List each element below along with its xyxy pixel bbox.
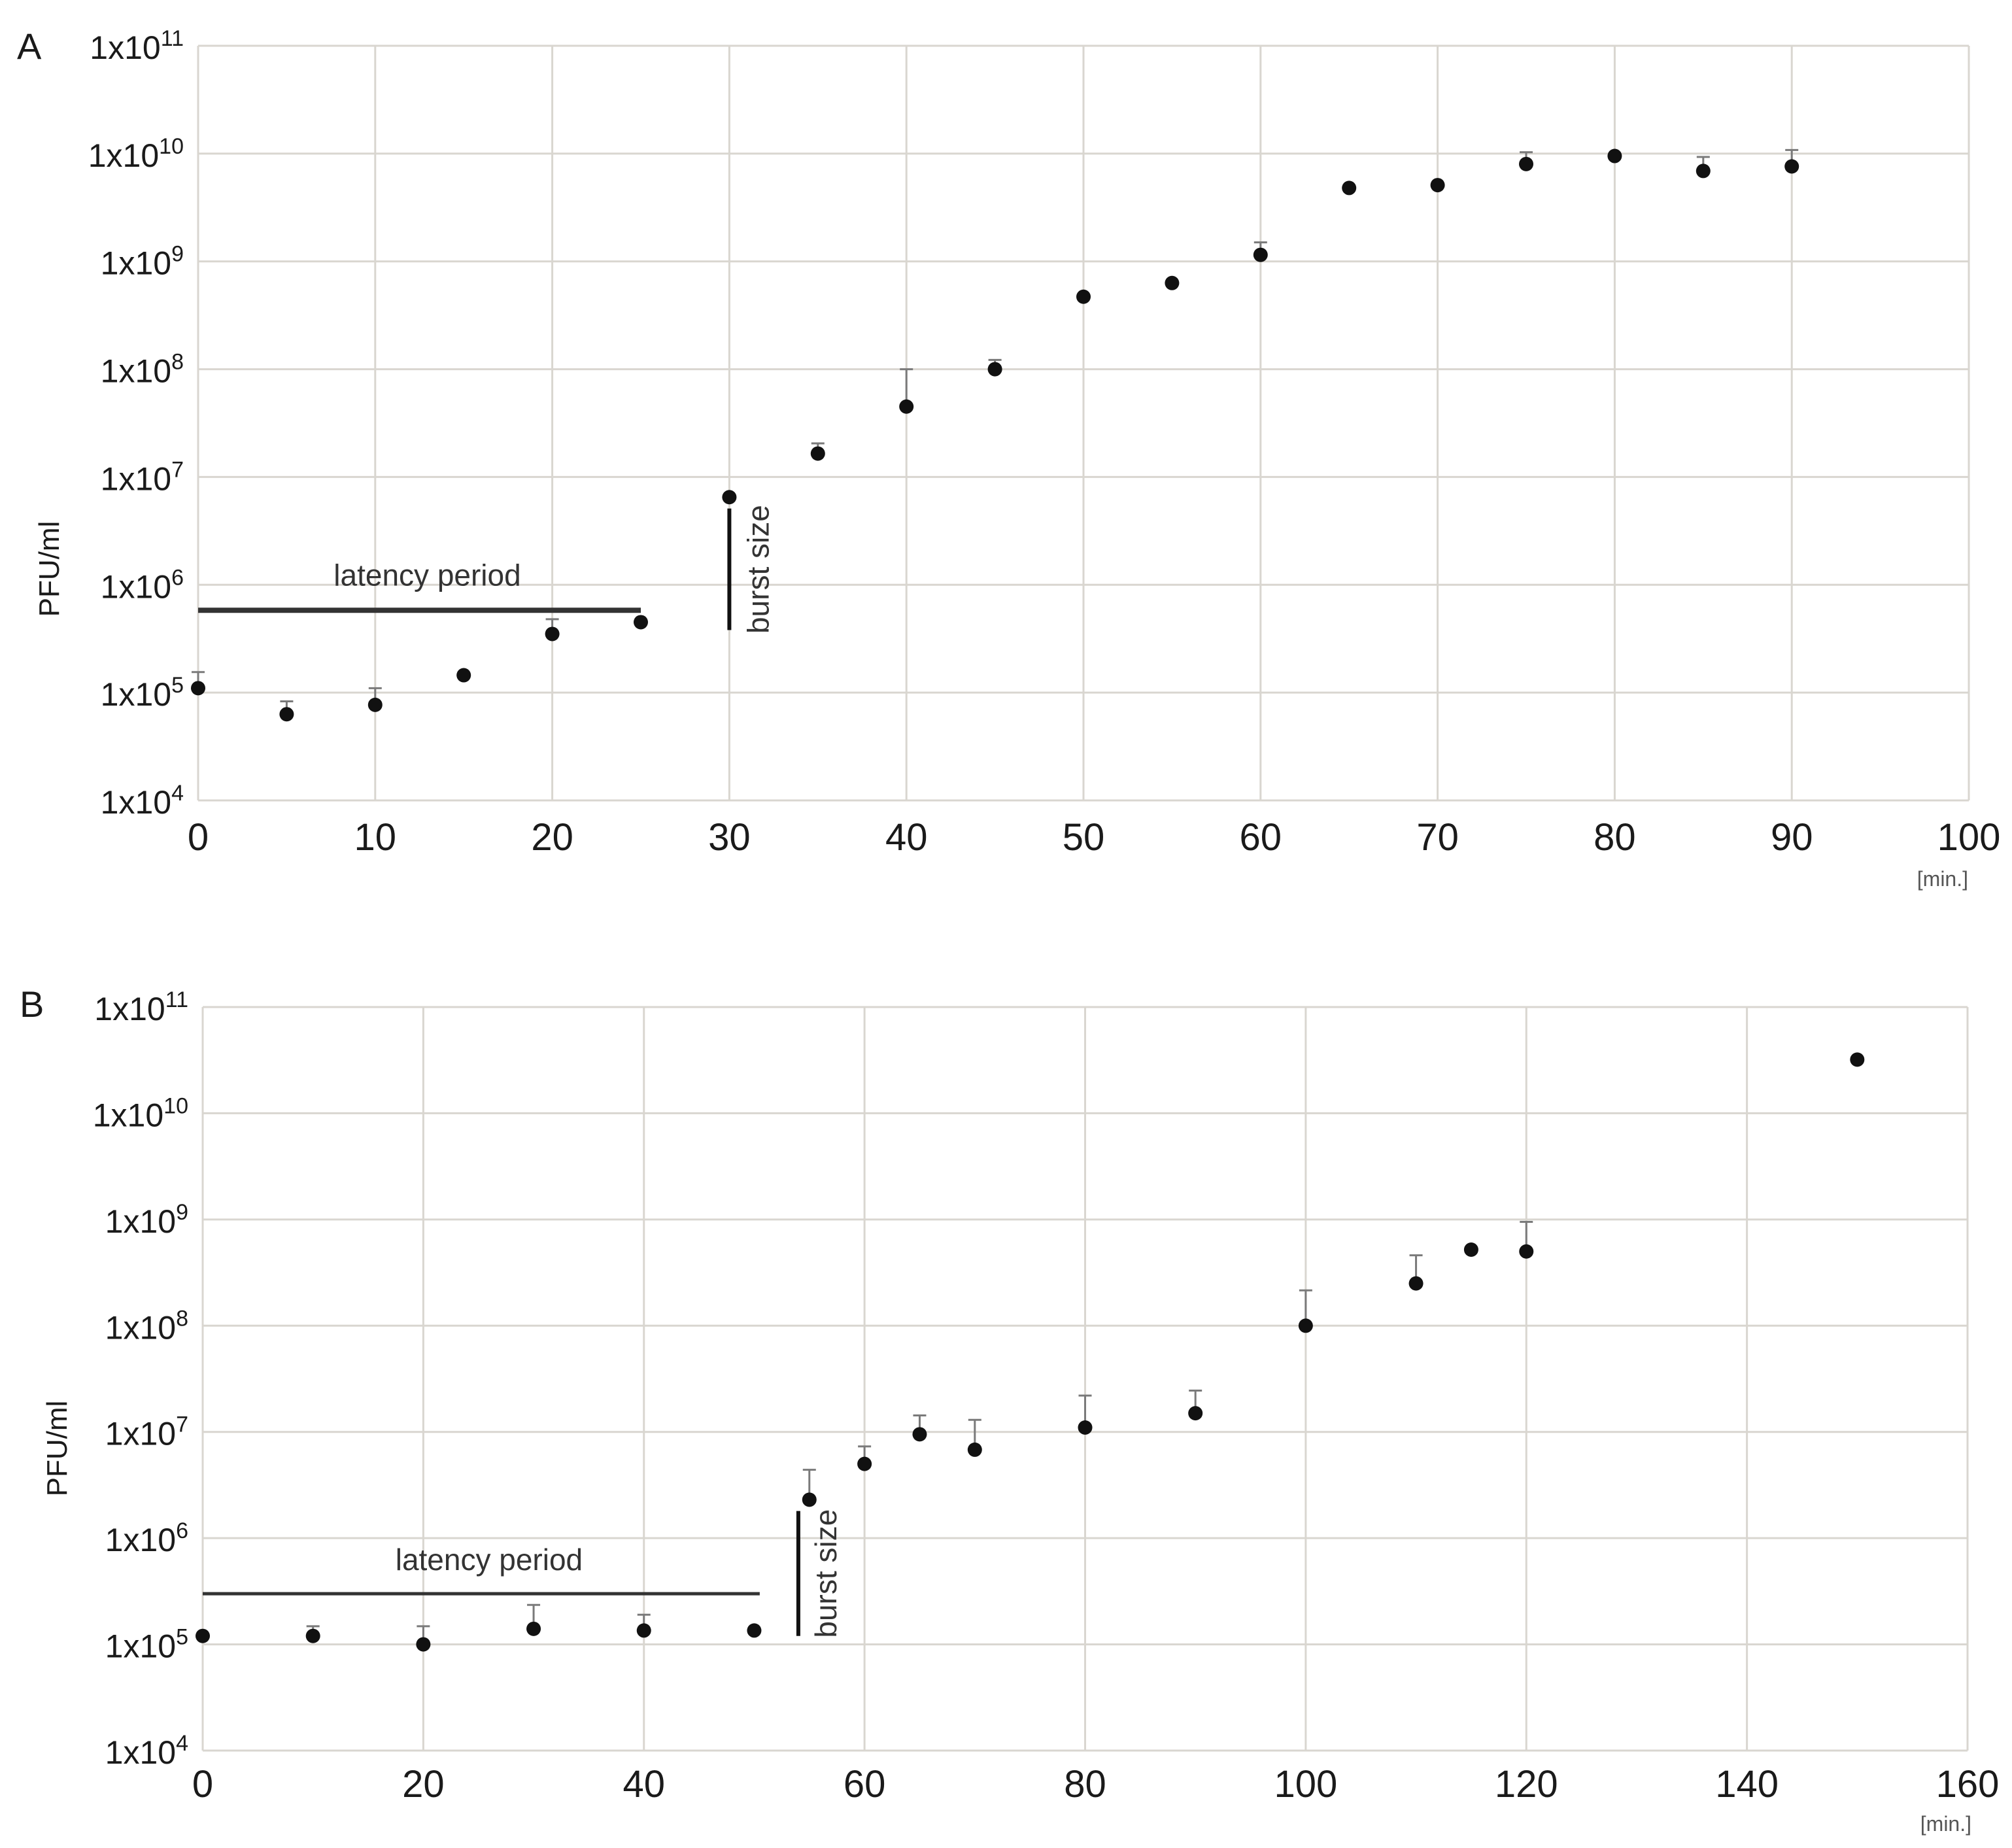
x-tick-label: 10 [354, 816, 397, 859]
y-tick-label: 1x104 [101, 781, 184, 821]
latency-period-label: latency period [396, 1543, 583, 1577]
y-tick-label: 1x107 [105, 1412, 188, 1452]
y-tick-label: 1x106 [105, 1518, 188, 1558]
x-tick-label: 20 [402, 1763, 445, 1805]
y-tick-label: 1x105 [101, 673, 184, 713]
y-tick-label: 1x109 [105, 1200, 188, 1240]
panel-b-chart: B PFU/ml 1x104 1x105 1x106 1x107 1x108 1x109 1x1… [20, 984, 1999, 1836]
data-point [857, 1456, 872, 1471]
y-tick-label: 1x108 [101, 350, 184, 390]
x-tick-label: 100 [1274, 1763, 1337, 1805]
x-tick-label: 50 [1063, 816, 1105, 859]
data-point [1342, 180, 1357, 196]
y-tick-label: 1x1011 [90, 26, 184, 66]
x-tick-label: 100 [1937, 816, 2001, 859]
gridlines [201, 1006, 1969, 1752]
x-tick-label: 0 [188, 816, 209, 859]
data-point [416, 1637, 431, 1652]
data-point [747, 1623, 762, 1638]
data-point [367, 697, 383, 712]
data-point [912, 1427, 927, 1442]
y-tick-label: 1x105 [105, 1625, 188, 1665]
panel-label: A [17, 26, 42, 67]
burst-size-label: burst size [741, 505, 775, 634]
data-point [899, 399, 914, 414]
x-tick-label: 140 [1715, 1763, 1779, 1805]
x-tick-label: 40 [622, 1763, 665, 1805]
data-point [634, 615, 648, 630]
data-point [1850, 1052, 1865, 1067]
data-point [722, 490, 737, 505]
data-point [1165, 275, 1180, 290]
y-tick-label: 1x104 [105, 1731, 188, 1771]
data-point [279, 707, 294, 722]
data-point [1519, 1244, 1534, 1259]
y-axis-label: PFU/ml [41, 1401, 73, 1497]
panel-label: B [20, 984, 44, 1025]
data-point [1463, 1242, 1478, 1257]
data-point [1078, 1420, 1093, 1435]
data-point [987, 362, 1002, 377]
data-point [456, 668, 471, 683]
x-tick-label: 60 [844, 1763, 886, 1805]
data-point [636, 1623, 651, 1638]
data-point [526, 1621, 541, 1636]
y-tick-label: 1x1010 [93, 1093, 188, 1133]
x-tick-label: 160 [1936, 1763, 2000, 1805]
data-point [967, 1442, 982, 1457]
data-point [196, 1628, 210, 1643]
data-point [1430, 178, 1445, 193]
data-series [196, 1052, 1865, 1652]
data-point [305, 1628, 320, 1643]
data-point [1784, 159, 1799, 174]
x-tick-label: 120 [1495, 1763, 1558, 1805]
y-tick-label: 1x106 [101, 565, 184, 605]
y-tick-label: 1x1010 [88, 134, 184, 174]
data-point [810, 446, 825, 461]
x-tick-label: 60 [1240, 816, 1282, 859]
x-axis-unit: [min.] [1917, 867, 1968, 891]
x-tick-label: 80 [1064, 1763, 1106, 1805]
panel-a-chart: A PFU/ml 1x104 1x105 1x106 1x107 1x108 1x109 1x1… [17, 26, 2000, 891]
data-series [191, 148, 1799, 722]
burst-size-label: burst size [809, 1509, 843, 1638]
y-tick-label: 1x1011 [94, 987, 188, 1027]
x-tick-label: 40 [885, 816, 928, 859]
data-point [191, 681, 205, 696]
y-tick-label: 1x109 [101, 242, 184, 282]
data-point [1253, 247, 1268, 262]
data-point [545, 626, 560, 642]
x-tick-label: 30 [708, 816, 751, 859]
x-tick-label: 70 [1416, 816, 1459, 859]
x-tick-label: 80 [1594, 816, 1636, 859]
data-point [1076, 289, 1091, 304]
data-point [1408, 1276, 1424, 1291]
y-tick-label: 1x107 [101, 457, 184, 497]
latency-period-label: latency period [333, 558, 520, 592]
data-point [1298, 1318, 1313, 1333]
x-tick-label: 90 [1771, 816, 1813, 859]
gridlines [197, 44, 1970, 802]
x-tick-label: 0 [192, 1763, 213, 1805]
y-tick-label: 1x108 [105, 1306, 188, 1346]
data-point [1519, 156, 1533, 171]
x-tick-label: 20 [531, 816, 573, 859]
data-point [802, 1492, 817, 1507]
data-point [1696, 163, 1711, 179]
data-point [1607, 148, 1622, 163]
data-point [1188, 1406, 1203, 1421]
y-axis-label: PFU/ml [33, 521, 65, 617]
x-axis-unit: [min.] [1920, 1812, 1971, 1836]
